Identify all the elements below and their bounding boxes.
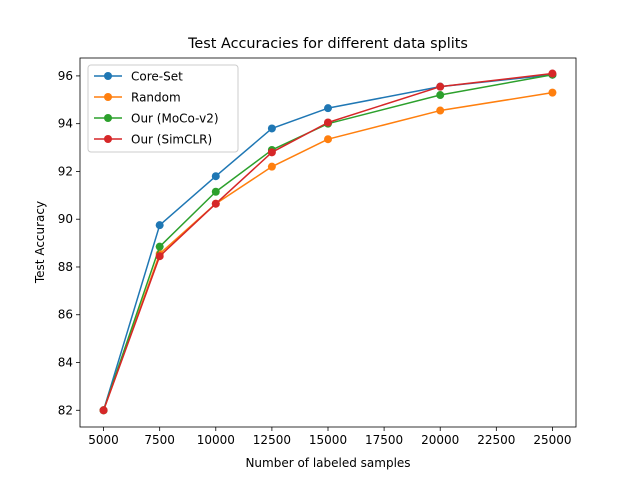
data-point — [548, 69, 557, 78]
chart-title: Test Accuracies for different data split… — [187, 36, 468, 52]
legend-item: Our (MoCo-v2) — [94, 112, 219, 126]
legend-marker — [104, 72, 112, 80]
x-tick-label: 15000 — [309, 433, 347, 447]
data-point — [548, 88, 557, 97]
y-tick-label: 88 — [58, 260, 73, 274]
legend-label: Random — [131, 91, 181, 105]
legend-item: Core-Set — [94, 70, 183, 84]
data-point — [211, 199, 220, 208]
data-point — [267, 148, 276, 157]
data-point — [211, 187, 220, 196]
data-point — [99, 406, 108, 415]
series-lines — [99, 69, 557, 415]
data-point — [324, 135, 332, 144]
data-point — [436, 82, 445, 91]
x-tick-label: 25000 — [533, 433, 571, 447]
legend-item: Random — [94, 91, 181, 105]
x-tick-label: 12500 — [253, 433, 291, 447]
data-point — [436, 91, 445, 100]
y-tick-label: 94 — [58, 117, 73, 131]
data-point — [324, 104, 332, 113]
series-3 — [99, 69, 557, 415]
y-tick-label: 82 — [58, 403, 73, 417]
data-point — [267, 124, 276, 133]
legend: Core-Set Random Our (MoCo-v2) Our (SimCLR) — [87, 64, 239, 153]
y-tick-label: 90 — [58, 212, 73, 226]
x-tick-label: 7500 — [144, 433, 175, 447]
y-tick-label: 92 — [58, 164, 73, 178]
x-axis-label: Number of labeled samples — [245, 456, 410, 470]
x-tick-label: 20000 — [421, 433, 459, 447]
plot-area-frame — [79, 57, 577, 428]
data-point — [436, 106, 445, 115]
data-point — [324, 118, 332, 127]
legend-box — [87, 64, 239, 153]
legend-marker — [104, 135, 112, 143]
y-tick-label: 84 — [58, 356, 73, 370]
y-tick-label: 86 — [58, 308, 73, 322]
data-point — [155, 221, 164, 230]
x-tick-label: 17500 — [365, 433, 403, 447]
legend-item: Our (SimCLR) — [94, 133, 212, 147]
y-axis-label: Test Accuracy — [33, 201, 47, 284]
legend-label: Our (MoCo-v2) — [131, 112, 219, 126]
data-point — [155, 252, 164, 261]
x-tick-label: 22500 — [477, 433, 515, 447]
legend-label: Core-Set — [131, 70, 183, 84]
data-point — [155, 242, 164, 251]
data-point — [211, 172, 220, 181]
data-point — [267, 162, 276, 171]
legend-marker — [104, 93, 112, 101]
legend-label: Our (SimCLR) — [131, 133, 212, 147]
x-tick-label: 10000 — [197, 433, 235, 447]
legend-marker — [104, 114, 112, 122]
y-tick-label: 96 — [58, 69, 73, 83]
axis-ticks: 5000 7500 10000 12500 15000 17500 20000 22500 25… — [58, 69, 572, 447]
x-tick-label: 5000 — [88, 433, 119, 447]
